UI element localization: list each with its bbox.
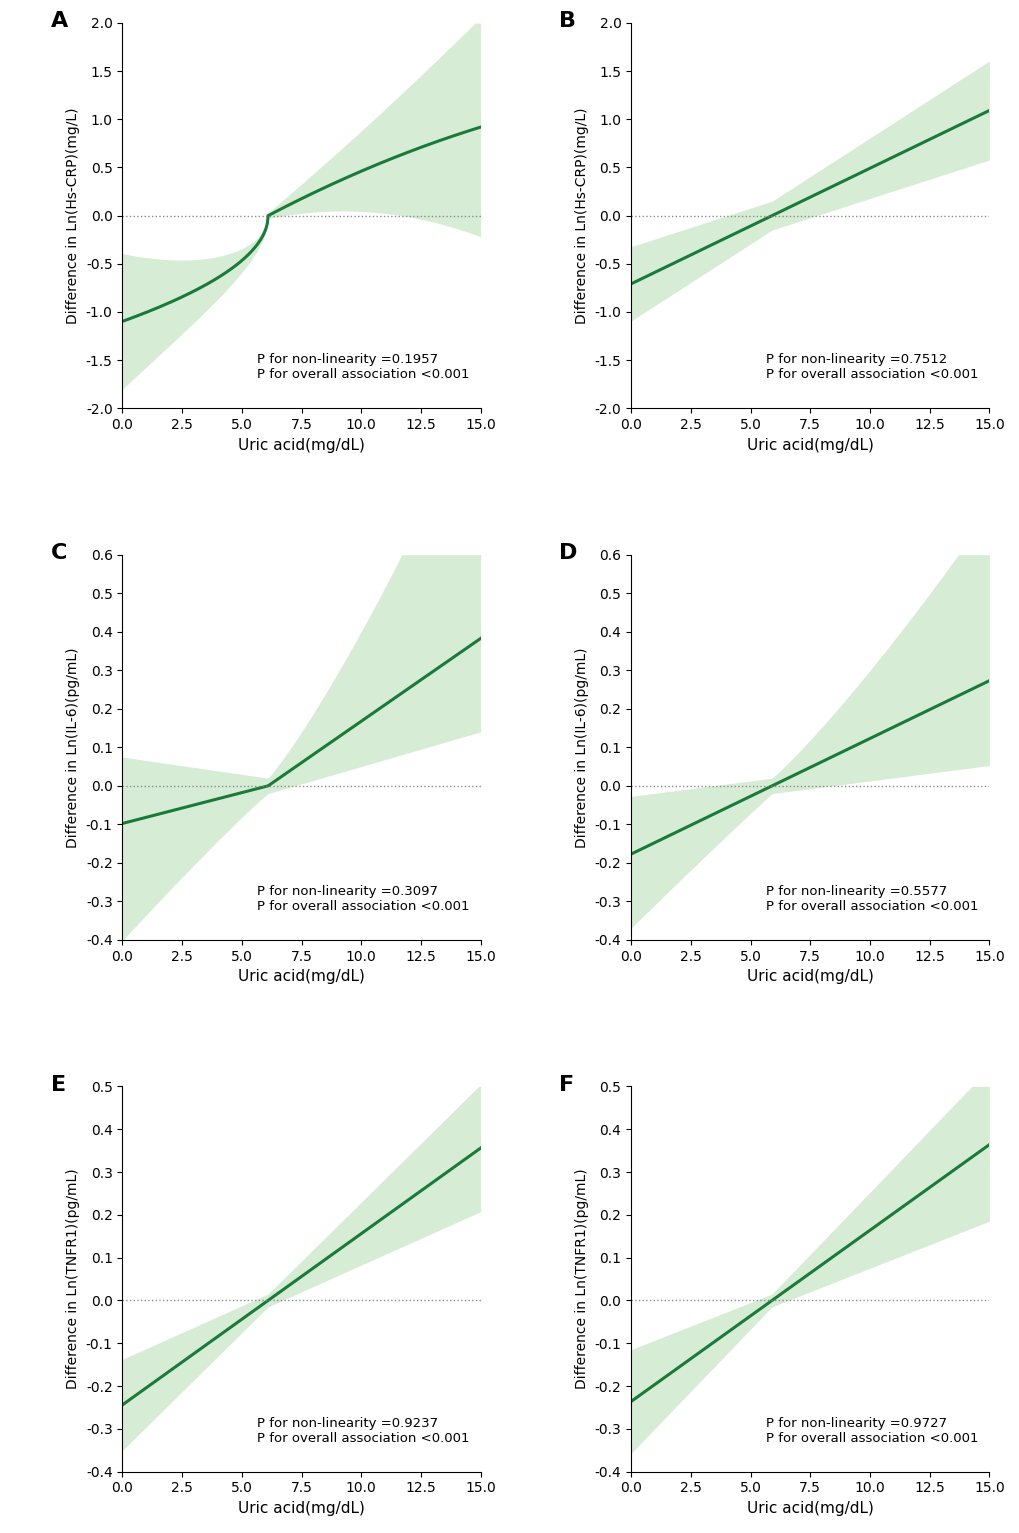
Text: C: C [51,543,67,563]
Y-axis label: Difference in Ln(TNFR1)(pg/mL): Difference in Ln(TNFR1)(pg/mL) [66,1168,81,1389]
Y-axis label: Difference in Ln(Hs-CRP)(mg/L): Difference in Ln(Hs-CRP)(mg/L) [66,107,81,323]
Text: B: B [559,11,576,32]
Y-axis label: Difference in Ln(IL-6)(pg/mL): Difference in Ln(IL-6)(pg/mL) [575,647,588,848]
Text: F: F [559,1075,574,1095]
Text: P for non-linearity =0.7512
P for overall association <0.001: P for non-linearity =0.7512 P for overal… [765,353,977,382]
Y-axis label: Difference in Ln(TNFR1)(pg/mL): Difference in Ln(TNFR1)(pg/mL) [575,1168,588,1389]
X-axis label: Uric acid(mg/dL): Uric acid(mg/dL) [237,1501,365,1516]
Text: E: E [51,1075,66,1095]
Text: A: A [51,11,68,32]
Text: P for non-linearity =0.1957
P for overall association <0.001: P for non-linearity =0.1957 P for overal… [257,353,470,382]
Text: P for non-linearity =0.9727
P for overall association <0.001: P for non-linearity =0.9727 P for overal… [765,1416,977,1444]
X-axis label: Uric acid(mg/dL): Uric acid(mg/dL) [746,969,873,984]
X-axis label: Uric acid(mg/dL): Uric acid(mg/dL) [237,437,365,452]
X-axis label: Uric acid(mg/dL): Uric acid(mg/dL) [237,969,365,984]
Text: D: D [559,543,578,563]
X-axis label: Uric acid(mg/dL): Uric acid(mg/dL) [746,1501,873,1516]
Text: P for non-linearity =0.9237
P for overall association <0.001: P for non-linearity =0.9237 P for overal… [257,1416,470,1444]
Text: P for non-linearity =0.5577
P for overall association <0.001: P for non-linearity =0.5577 P for overal… [765,885,977,914]
Text: P for non-linearity =0.3097
P for overall association <0.001: P for non-linearity =0.3097 P for overal… [257,885,470,914]
X-axis label: Uric acid(mg/dL): Uric acid(mg/dL) [746,437,873,452]
Y-axis label: Difference in Ln(IL-6)(pg/mL): Difference in Ln(IL-6)(pg/mL) [66,647,81,848]
Y-axis label: Difference in Ln(Hs-CRP)(mg/L): Difference in Ln(Hs-CRP)(mg/L) [575,107,588,323]
